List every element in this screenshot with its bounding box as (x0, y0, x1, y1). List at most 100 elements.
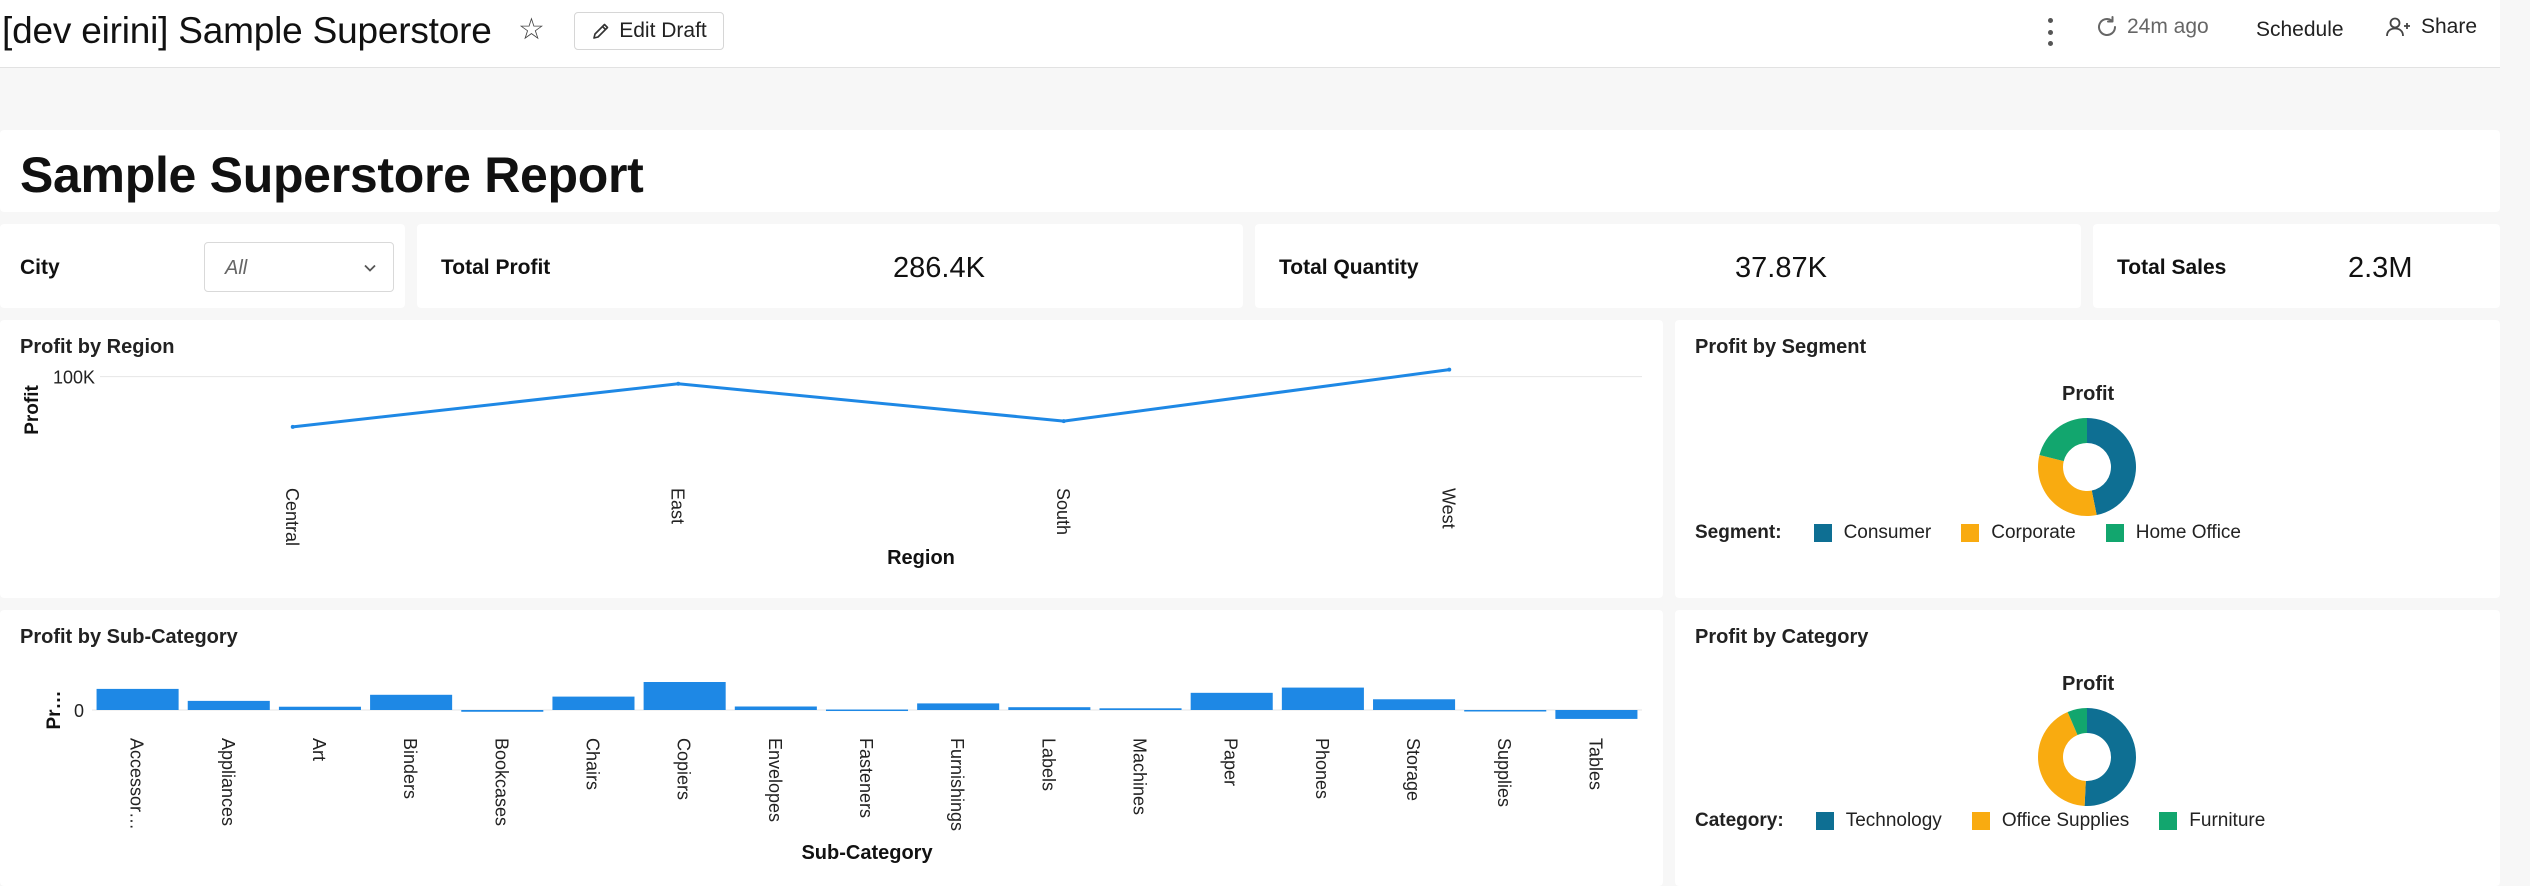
more-options-icon[interactable] (2040, 14, 2060, 50)
x-tick-label: South (1053, 488, 1073, 535)
total-sales-value: 2.3M (2348, 252, 2413, 284)
bar-copiers[interactable] (643, 682, 726, 710)
y-axis-label: Profit (22, 385, 43, 435)
bar-storage[interactable] (1373, 699, 1456, 710)
category-legend-title: Category: (1695, 810, 1784, 831)
segment-pie-title: Profit (2062, 383, 2115, 405)
profit-by-subcategory-card: Profit by Sub-Category 0 Pr… Accessor… Appl… (0, 610, 1663, 886)
category-slice-technology[interactable] (2084, 708, 2136, 806)
dashboard-title: [dev eirini] Sample Superstore (2, 10, 492, 51)
category-slice-furniture[interactable] (2067, 708, 2087, 735)
dashboard-header: [dev eirini] Sample Superstore ☆ Edit Dr… (0, 0, 2500, 68)
legend-swatch (1971, 812, 1990, 830)
bar-accessor[interactable] (96, 688, 179, 710)
profit-by-subcategory-chart: 0 Pr… Accessor… Appliances Art Binders Bookcas… (44, 682, 1642, 864)
line-point-east[interactable] (676, 381, 681, 386)
edit-draft-button[interactable]: Edit Draft (574, 12, 724, 50)
total-sales-label: Total Sales (2117, 256, 2227, 279)
profit-by-category-card: Profit by Category Profit Category: Tech… (1675, 610, 2500, 886)
city-filter-card: City All (0, 224, 405, 308)
bar-labels[interactable] (1008, 707, 1091, 710)
x-tick-label: Envelopes (765, 738, 785, 822)
profit-line-series (292, 368, 1450, 429)
bar-supplies[interactable] (1464, 710, 1547, 712)
segment-slice-home-office[interactable] (2039, 418, 2087, 462)
x-tick-label: Fasteners (856, 738, 876, 818)
x-tick-label: West (1438, 488, 1458, 529)
segment-legend-item-consumer[interactable]: Consumer (1813, 522, 1932, 544)
legend-label: Office Supplies (2001, 810, 2130, 831)
bar-art[interactable] (278, 706, 361, 710)
category-legend-item-technology[interactable]: Technology (1815, 810, 1942, 832)
category-slice-office-supplies[interactable] (2038, 711, 2086, 806)
total-quantity-card: Total Quantity 37.87K (1255, 224, 2081, 308)
city-filter-label: City (20, 256, 60, 279)
category-legend-item-office-supplies[interactable]: Office Supplies (1971, 810, 2130, 832)
x-tick-label: Phones (1312, 738, 1332, 799)
line-point-central[interactable] (290, 424, 295, 429)
x-axis-label: Region (887, 547, 955, 569)
segment-legend-title: Segment: (1695, 522, 1782, 543)
bar-binders[interactable] (370, 694, 453, 710)
bar-furnishings[interactable] (917, 703, 1000, 710)
bar-paper[interactable] (1190, 692, 1273, 710)
report-title: Sample Superstore Report (20, 147, 644, 203)
share-label: Share (2421, 15, 2478, 38)
profit-by-segment-title: Profit by Segment (1695, 336, 1867, 358)
edit-draft-label: Edit Draft (619, 19, 707, 42)
bar-phones[interactable] (1281, 687, 1364, 710)
x-tick-label: Binders (400, 738, 420, 799)
segment-legend-item-corporate[interactable]: Corporate (1961, 522, 2076, 544)
city-select[interactable]: All (204, 242, 394, 292)
total-profit-label: Total Profit (441, 256, 551, 279)
x-tick-label: Supplies (1494, 738, 1514, 807)
user-share-icon (2386, 17, 2410, 37)
bar-appliances[interactable] (187, 700, 270, 710)
x-tick-label: Machines (1130, 738, 1150, 815)
category-pie-title: Profit (2062, 673, 2115, 695)
x-tick-label: Central (282, 488, 302, 546)
segment-slice-consumer[interactable] (2087, 418, 2136, 516)
refresh-icon (2098, 16, 2116, 36)
legend-swatch (1815, 812, 1834, 830)
star-icon[interactable]: ☆ (518, 13, 545, 46)
x-tick-label: Appliances (218, 738, 238, 826)
x-tick-label: Storage (1403, 738, 1423, 801)
line-point-west[interactable] (1447, 367, 1452, 372)
pencil-icon (593, 23, 609, 39)
y-tick-label: 0 (74, 701, 84, 721)
profit-by-region-card: Profit by Region 100K Profit Central East So… (0, 320, 1663, 598)
bar-bookcases[interactable] (461, 710, 544, 712)
profit-by-subcategory-title: Profit by Sub-Category (20, 626, 238, 648)
line-point-south[interactable] (1061, 419, 1066, 424)
bar-fasteners[interactable] (825, 709, 909, 712)
x-tick-label: Accessor… (127, 738, 147, 830)
profit-by-region-title: Profit by Region (20, 336, 175, 358)
legend-label: Furniture (2189, 810, 2266, 831)
legend-swatch (2105, 524, 2124, 542)
legend-label: Consumer (1843, 522, 1932, 543)
total-profit-value: 286.4K (893, 252, 985, 284)
x-axis-label: Sub-Category (801, 842, 933, 864)
bar-machines[interactable] (1099, 708, 1182, 710)
city-select-value: All (225, 257, 248, 279)
x-tick-label: Labels (1038, 738, 1058, 791)
x-tick-label: Furnishings (947, 738, 967, 831)
total-quantity-value: 37.87K (1735, 252, 1827, 284)
category-legend-item-furniture[interactable]: Furniture (2159, 810, 2265, 832)
segment-donut-chart (2038, 418, 2136, 516)
schedule-button[interactable]: Schedule (2256, 18, 2344, 41)
bar-envelopes[interactable] (734, 706, 817, 710)
segment-legend-item-home-office[interactable]: Home Office (2105, 522, 2241, 544)
chevron-down-icon (364, 264, 376, 272)
bar-tables[interactable] (1555, 710, 1638, 719)
profit-by-segment-card: Profit by Segment Profit Segment: Consum… (1675, 320, 2500, 598)
y-axis-label: Pr… (44, 690, 65, 729)
category-legend: Category: Technology Office Supplies Furni… (1695, 810, 2295, 832)
share-button[interactable]: Share (2385, 15, 2477, 39)
segment-slice-corporate[interactable] (2038, 454, 2097, 516)
bar-chairs[interactable] (552, 696, 635, 710)
refresh-button[interactable]: 24m ago (2095, 15, 2209, 39)
report-title-card: Sample Superstore Report (0, 130, 2500, 212)
x-tick-label: Copiers (674, 738, 694, 800)
